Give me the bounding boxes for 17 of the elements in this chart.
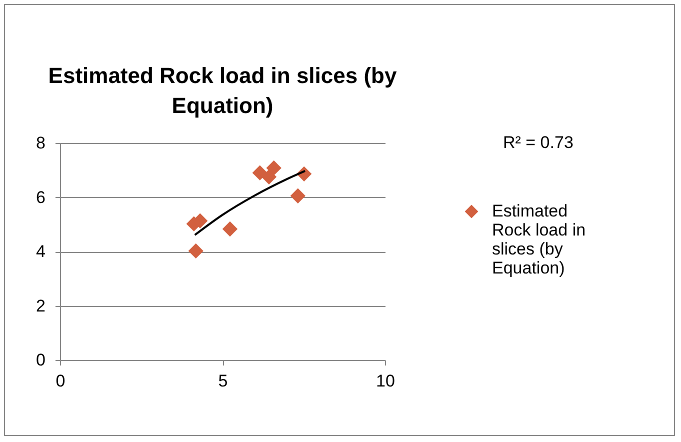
legend-label: Estimated Rock load in slices (by Equation) — [492, 202, 586, 278]
y-tick-label: 6 — [36, 188, 46, 207]
x-tick-label: 10 — [376, 372, 395, 390]
x-tick-label: 0 — [56, 372, 66, 390]
chart-title: Estimated Rock load in slices (by Equation) — [48, 63, 398, 118]
x-tick-label: 5 — [218, 372, 228, 390]
point — [266, 160, 282, 176]
text: R² = 0.73 — [503, 133, 574, 153]
point — [188, 243, 204, 259]
point — [261, 169, 277, 184]
point — [290, 188, 306, 204]
y-tick-label: 2 — [36, 296, 46, 316]
y-tick-label: 8 — [36, 134, 46, 152]
y-tick-label: 0 — [36, 350, 46, 370]
y-tick-label: 4 — [36, 242, 46, 261]
point — [222, 221, 238, 237]
point — [252, 165, 268, 180]
